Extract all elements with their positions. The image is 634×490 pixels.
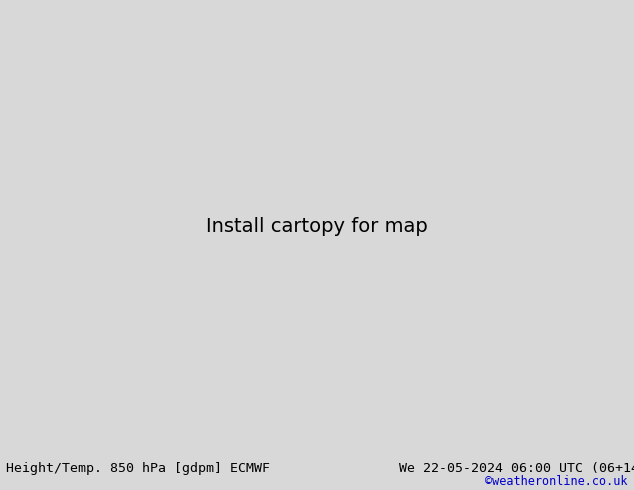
- Text: We 22-05-2024 06:00 UTC (06+144): We 22-05-2024 06:00 UTC (06+144): [399, 463, 634, 475]
- Text: Install cartopy for map: Install cartopy for map: [206, 217, 428, 236]
- Text: ©weatheronline.co.uk: ©weatheronline.co.uk: [485, 475, 628, 488]
- Text: Height/Temp. 850 hPa [gdpm] ECMWF: Height/Temp. 850 hPa [gdpm] ECMWF: [6, 463, 270, 475]
